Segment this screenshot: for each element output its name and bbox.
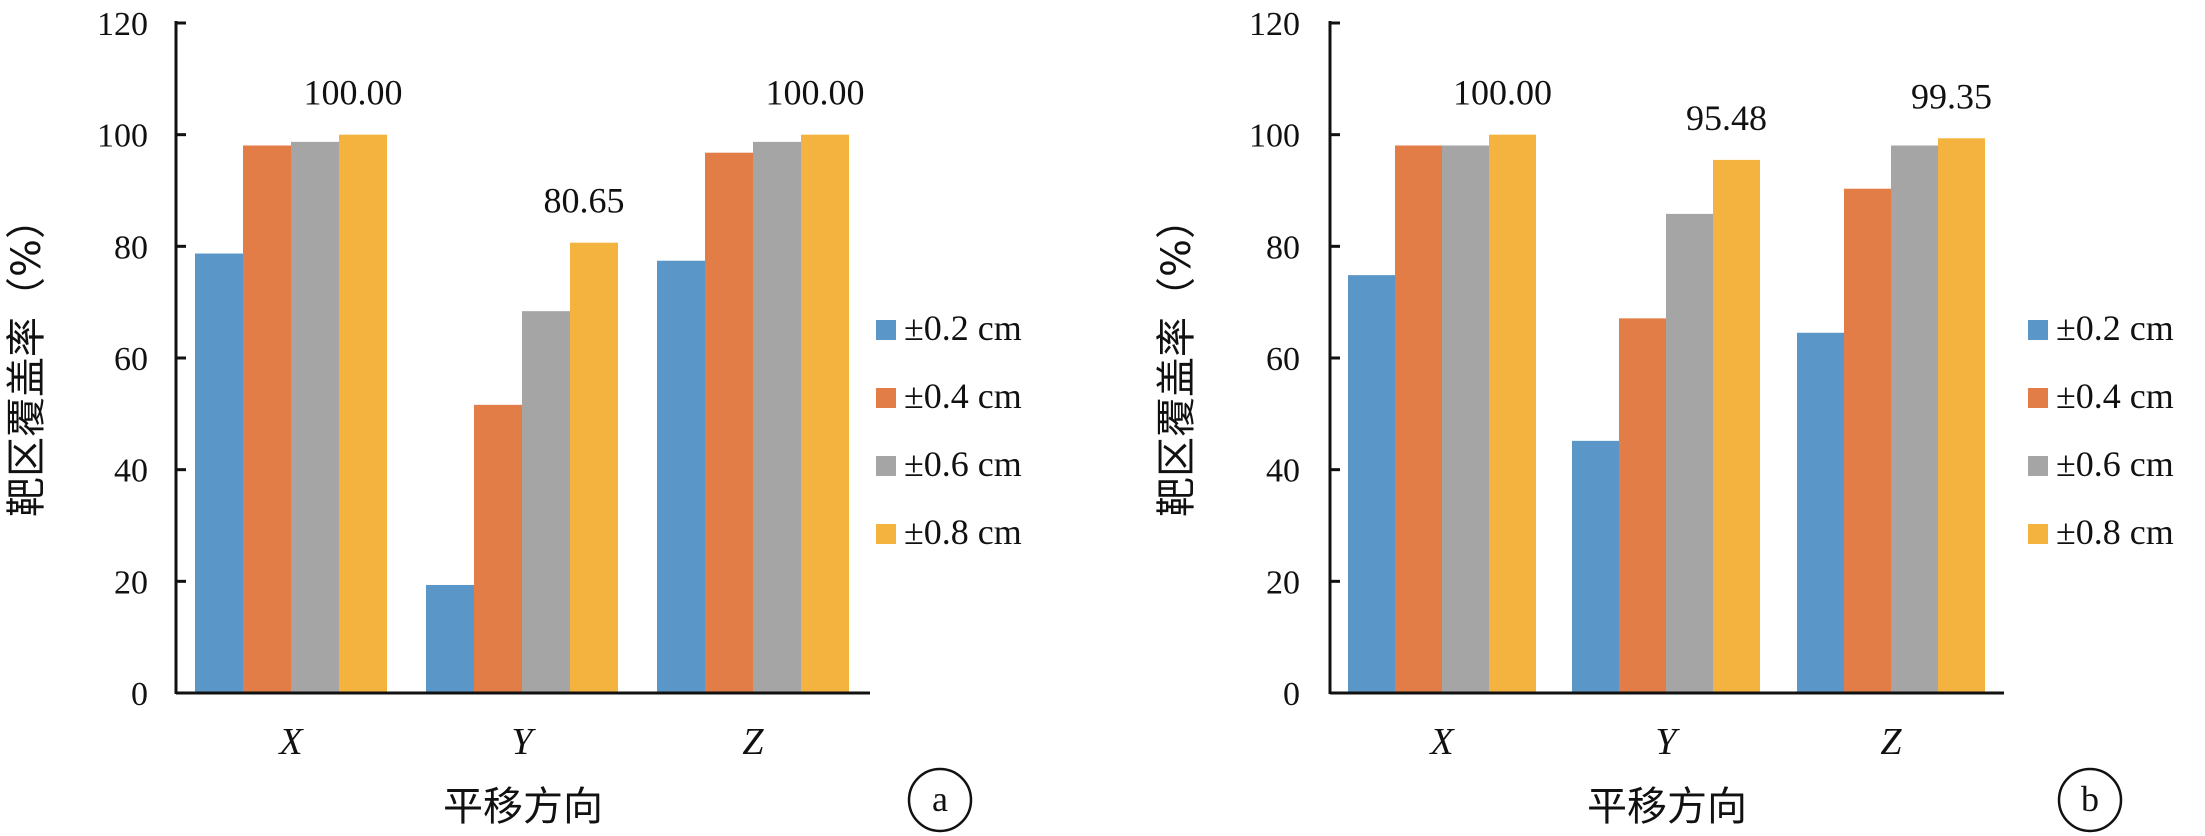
x-category-label: Z [1880, 721, 1902, 763]
legend-swatch [876, 320, 896, 340]
bar-b-x-series-1 [1395, 145, 1442, 693]
data-label: 100.00 [304, 73, 403, 113]
y-tick-label: 120 [97, 6, 148, 43]
bar-a-z-series-0 [657, 260, 705, 693]
bar-b-y-series-0 [1572, 440, 1619, 693]
bar-a-x-series-2 [291, 141, 339, 694]
bar-b-x-series-3 [1489, 134, 1536, 693]
x-category-label: Y [511, 721, 536, 763]
data-label: 99.35 [1911, 76, 1992, 116]
bar-b-x-series-2 [1442, 145, 1489, 693]
y-tick-label: 20 [114, 564, 148, 601]
legend-swatch [2028, 388, 2048, 408]
bar-a-z-series-1 [705, 152, 753, 694]
y-tick-label: 100 [1249, 118, 1300, 155]
panel-label-circle [2057, 767, 2123, 833]
data-label: 100.00 [766, 73, 865, 113]
legend-swatch [2028, 524, 2048, 544]
panel-label: b [2081, 779, 2099, 819]
legend-label: ±0.2 cm [2056, 308, 2174, 348]
legend-swatch [2028, 320, 2048, 340]
legend-label: ±0.2 cm [904, 308, 1022, 348]
bar-b-y-series-1 [1619, 318, 1666, 693]
y-axis-title: 靶区覆盖率（%） [1154, 199, 1200, 517]
bar-a-x-series-3 [339, 134, 387, 693]
y-tick-label: 100 [97, 118, 148, 155]
bar-a-y-series-1 [474, 404, 522, 693]
y-tick-label: 0 [1283, 676, 1300, 713]
legend-label: ±0.8 cm [2056, 512, 2174, 552]
x-axis-title: 平移方向 [443, 784, 603, 830]
legend-swatch [876, 388, 896, 408]
legend-label: ±0.6 cm [2056, 444, 2174, 484]
panel-label-circle [907, 767, 973, 833]
bar-a-y-series-2 [522, 311, 570, 693]
y-tick-label: 40 [114, 453, 148, 490]
y-axis-title: 靶区覆盖率（%） [4, 199, 50, 517]
x-category-label: X [1428, 721, 1455, 763]
legend-label: ±0.4 cm [2056, 376, 2174, 416]
bar-b-y-series-2 [1666, 213, 1713, 693]
data-label: 95.48 [1686, 98, 1767, 138]
legend-label: ±0.6 cm [904, 444, 1022, 484]
panel-label: a [932, 779, 948, 819]
y-tick-label: 0 [131, 676, 148, 713]
y-tick-label: 60 [1266, 341, 1300, 378]
bar-a-y-series-3 [570, 242, 618, 693]
y-tick-label: 80 [1266, 229, 1300, 266]
legend-swatch [2028, 456, 2048, 476]
bar-b-x-series-0 [1348, 275, 1395, 693]
x-axis-title: 平移方向 [1587, 784, 1747, 830]
legend-swatch [876, 456, 896, 476]
chart-panel-b: 0 20 40 60 80 100 120 X Y Z 100.00 95.48 99.35 靶区覆盖率（… [1154, 6, 2174, 833]
legend-label: ±0.4 cm [904, 376, 1022, 416]
y-tick-label: 80 [114, 229, 148, 266]
x-category-label: Z [742, 721, 764, 763]
y-tick-label: 60 [114, 341, 148, 378]
y-tick-label: 120 [1249, 6, 1300, 43]
bar-a-z-series-2 [753, 141, 801, 694]
bar-a-y-series-0 [426, 584, 474, 693]
bar-b-z-series-3 [1938, 138, 1985, 693]
legend-swatch [876, 524, 896, 544]
y-tick-label: 40 [1266, 453, 1300, 490]
bar-a-x-series-0 [195, 253, 243, 693]
bar-a-z-series-3 [801, 134, 849, 693]
x-category-label: X [277, 721, 304, 763]
data-label: 80.65 [544, 181, 625, 221]
bar-b-y-series-3 [1713, 159, 1760, 694]
chart-panel-a: 0 20 40 60 80 100 120 X Y Z 100.00 80.65 100.00 靶区覆盖率… [4, 6, 1022, 833]
bar-b-z-series-1 [1844, 188, 1891, 694]
y-tick-label: 20 [1266, 564, 1300, 601]
x-category-label: Y [1655, 721, 1680, 763]
bar-a-x-series-1 [243, 145, 291, 693]
bar-b-z-series-2 [1891, 145, 1938, 693]
bar-b-z-series-0 [1797, 332, 1844, 693]
data-label: 100.00 [1453, 73, 1552, 113]
legend-label: ±0.8 cm [904, 512, 1022, 552]
